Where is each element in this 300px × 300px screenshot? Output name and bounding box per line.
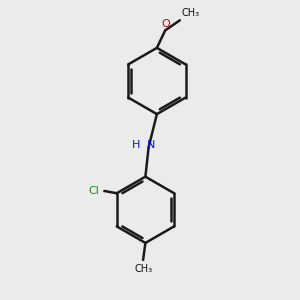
Text: H: H	[132, 140, 140, 150]
Text: N: N	[147, 140, 155, 150]
Text: O: O	[162, 19, 170, 29]
Text: CH₃: CH₃	[182, 8, 200, 18]
Text: CH₃: CH₃	[134, 264, 152, 274]
Text: Cl: Cl	[88, 186, 99, 196]
